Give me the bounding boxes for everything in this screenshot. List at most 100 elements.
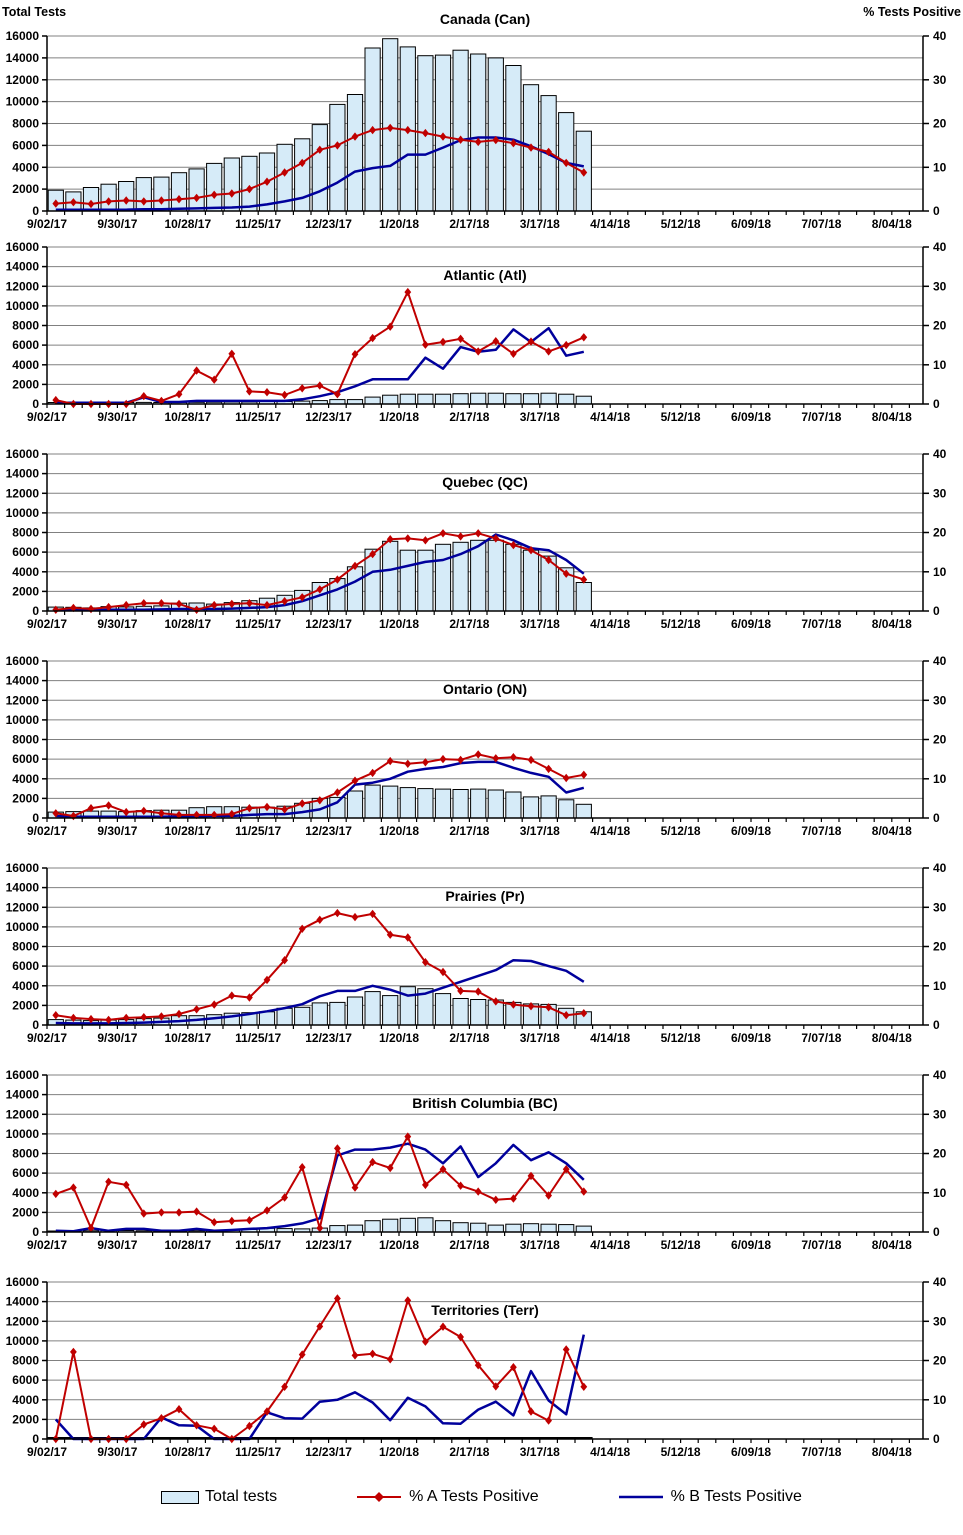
diamond-marker-icon — [281, 805, 288, 814]
bar — [417, 788, 434, 819]
diamond-marker-icon — [263, 388, 271, 397]
x-tick-label: 2/17/18 — [449, 617, 489, 631]
left-tick-label: 4000 — [12, 772, 39, 786]
diamond-marker-icon — [527, 337, 535, 346]
bar — [153, 176, 170, 212]
right-tick-label: 30 — [933, 693, 947, 707]
bar — [311, 1002, 328, 1026]
x-tick-label: 6/09/18 — [731, 617, 771, 631]
diamond-marker-icon — [105, 197, 112, 206]
bar — [364, 991, 381, 1026]
diamond-marker-icon — [404, 1132, 412, 1141]
diamond-marker-icon — [404, 534, 412, 543]
x-tick-label: 2/17/18 — [449, 410, 489, 424]
bar — [522, 796, 540, 819]
right-axis-labels: 0 10 20 30 40 — [923, 654, 947, 825]
diamond-marker-icon — [158, 1208, 165, 1217]
diamond-marker-icon — [439, 337, 447, 347]
bar — [540, 795, 557, 819]
diamond-marker-icon — [510, 1194, 517, 1203]
pct-b-series — [55, 1142, 585, 1233]
diamond-marker-icon — [492, 135, 500, 145]
bar — [206, 162, 223, 212]
x-tick-label: 11/25/17 — [235, 1238, 281, 1252]
bar — [575, 395, 592, 405]
right-tick-label: 20 — [933, 1147, 947, 1161]
diamond-marker-icon — [246, 387, 253, 396]
left-tick-label: 10000 — [6, 506, 40, 520]
x-tick-label: 6/09/18 — [731, 824, 771, 838]
left-tick-label: 4000 — [12, 160, 39, 174]
x-tick-label: 6/09/18 — [731, 410, 771, 424]
bar — [170, 172, 188, 212]
x-tick-label: 7/07/18 — [801, 617, 841, 631]
diamond-marker-icon — [334, 1294, 341, 1303]
bar — [329, 103, 346, 212]
left-tick-label: 2000 — [12, 1412, 39, 1426]
left-tick-label: 12000 — [6, 693, 40, 707]
chart-panel-3: 0 2000 4000 6000 8000 10000 12000 14000 16000 0 10… — [0, 646, 963, 853]
left-tick-label: 2000 — [12, 584, 39, 598]
diamond-marker-icon — [457, 334, 464, 343]
right-tick-label: 0 — [933, 604, 940, 618]
x-tick-label: 7/07/18 — [801, 217, 841, 231]
left-tick-label: 14000 — [6, 674, 40, 688]
x-tick-label: 9/30/17 — [97, 410, 137, 424]
x-tick-label: 1/20/18 — [379, 217, 419, 231]
right-tick-label: 20 — [933, 733, 947, 747]
right-tick-label: 40 — [933, 861, 947, 875]
bar — [346, 790, 364, 819]
diamond-marker-icon — [70, 198, 77, 207]
diamond-marker-icon — [510, 139, 517, 148]
x-tick-label: 10/28/17 — [164, 824, 211, 838]
diamond-marker-icon — [404, 1296, 412, 1305]
diamond-marker-icon — [334, 1144, 341, 1153]
x-tick-label: 12/23/17 — [305, 824, 352, 838]
x-tick-label: 4/14/18 — [590, 1445, 630, 1459]
right-tick-label: 0 — [933, 1018, 940, 1032]
left-tick-label: 14000 — [6, 51, 40, 65]
x-tick-label: 9/30/17 — [97, 1238, 137, 1252]
bar — [470, 788, 487, 819]
diamond-marker-icon — [70, 811, 77, 821]
x-tick-label: 3/17/18 — [520, 1445, 560, 1459]
diamond-marker-icon — [334, 141, 341, 150]
diamond-marker-icon — [369, 333, 376, 343]
bar — [470, 1222, 487, 1233]
left-tick-label: 0 — [32, 604, 39, 618]
bar — [135, 177, 152, 212]
x-tick-label: 5/12/18 — [661, 824, 701, 838]
bar — [399, 787, 416, 819]
x-tick-label: 10/28/17 — [164, 1031, 211, 1045]
left-tick-label: 6000 — [12, 138, 39, 152]
left-tick-label: 6000 — [12, 752, 39, 766]
diamond-marker-icon — [246, 993, 253, 1002]
left-tick-label: 8000 — [12, 526, 39, 540]
left-tick-label: 14000 — [6, 1295, 40, 1309]
right-tick-label: 10 — [933, 160, 947, 174]
x-tick-label: 9/30/17 — [97, 217, 137, 231]
bar — [382, 540, 399, 612]
left-tick-label: 8000 — [12, 117, 39, 131]
diamond-marker-icon — [228, 189, 236, 198]
left-tick-label: 0 — [32, 1225, 39, 1239]
x-tick-label: 2/17/18 — [449, 217, 489, 231]
left-axis-labels: 0 2000 4000 6000 8000 10000 12000 14000 16000 — [6, 447, 47, 618]
diamond-marker-icon — [334, 390, 341, 399]
left-tick-label: 0 — [32, 397, 39, 411]
chart-stack: 0 2000 4000 6000 8000 10000 12000 14000 16000 0 10… — [0, 5, 963, 1459]
diamond-marker-icon — [439, 1322, 447, 1331]
diamond-marker-icon — [210, 1424, 218, 1433]
diamond-marker-icon — [246, 599, 253, 608]
right-tick-label: 0 — [933, 1225, 940, 1239]
bar — [294, 1006, 311, 1026]
x-tick-label: 6/09/18 — [731, 217, 771, 231]
x-tick-label: 10/28/17 — [164, 410, 211, 424]
diamond-marker-icon — [492, 1195, 500, 1204]
diamond-marker-icon — [105, 801, 112, 810]
diamond-marker-icon — [193, 1207, 200, 1216]
diamond-marker-icon — [334, 788, 341, 797]
x-axis-labels: 9/02/17 9/30/17 10/28/17 11/25/17 12/23/17 1/… — [27, 1232, 912, 1252]
diamond-marker-icon — [386, 123, 394, 133]
x-tick-label: 1/20/18 — [379, 824, 419, 838]
